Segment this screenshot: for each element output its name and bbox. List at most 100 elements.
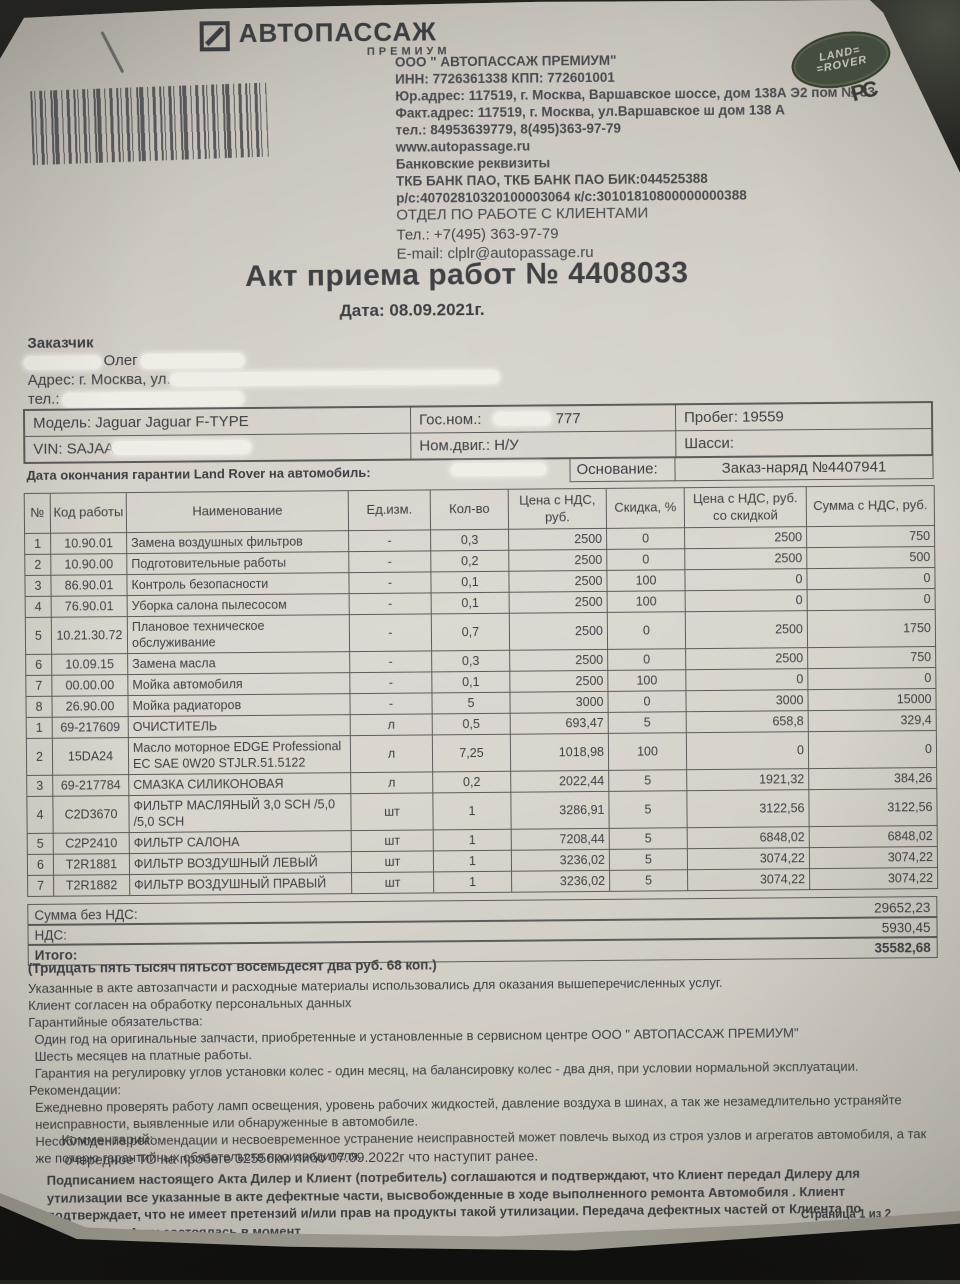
table-cell: 0,2 bbox=[430, 550, 509, 573]
table-cell: 0,5 bbox=[432, 713, 511, 736]
table-cell: шт bbox=[350, 793, 434, 831]
table-cell: 26.90.00 bbox=[51, 695, 129, 718]
table-cell: 693,47 bbox=[510, 712, 609, 735]
table-cell: 0 bbox=[806, 567, 936, 590]
table-cell: - bbox=[349, 672, 432, 694]
table-cell: 2 bbox=[26, 738, 53, 776]
redaction bbox=[23, 355, 102, 370]
table-cell: 3000 bbox=[509, 691, 609, 714]
warranty-line: Дата окончания гарантии Land Rover на ав… bbox=[26, 464, 371, 483]
table-cell: 1 bbox=[433, 850, 512, 873]
redaction bbox=[61, 391, 244, 408]
table-cell: 6 bbox=[25, 654, 52, 676]
pen-mark bbox=[100, 31, 125, 74]
redaction bbox=[111, 439, 252, 456]
table-cell: 00.00.00 bbox=[51, 674, 128, 697]
table-cell: 2500 bbox=[508, 570, 608, 593]
table-cell: 0 bbox=[606, 548, 685, 571]
table-cell: 2500 bbox=[684, 547, 807, 570]
table-cell: 100 bbox=[606, 569, 686, 592]
table-cell: - bbox=[348, 530, 431, 552]
table-cell: шт bbox=[351, 872, 434, 894]
table-cell: 3122,56 bbox=[808, 788, 938, 827]
table-cell: 2500 bbox=[685, 647, 808, 670]
table-cell: 0 bbox=[607, 648, 686, 671]
table-cell: 5 bbox=[609, 869, 688, 892]
table-cell: 500 bbox=[806, 546, 935, 569]
vehicle-chassis: Шасси: bbox=[675, 429, 932, 457]
table-cell: 0 bbox=[606, 527, 685, 550]
table-cell: 4 bbox=[26, 796, 54, 834]
table-cell: - bbox=[349, 614, 432, 652]
table-cell: 2022,44 bbox=[510, 770, 609, 793]
table-cell: 7208,44 bbox=[511, 828, 610, 851]
table-cell: 6 bbox=[27, 854, 54, 876]
table-cell: 0 bbox=[807, 667, 936, 690]
table-cell: 750 bbox=[807, 646, 936, 669]
column-header: Сумма с НДС, руб. bbox=[806, 485, 935, 527]
table-cell: Замена масла bbox=[127, 651, 350, 675]
plate-value: 777 bbox=[555, 410, 581, 428]
column-header: Цена с НДС, руб. bbox=[508, 488, 607, 530]
table-cell: 329,4 bbox=[808, 709, 937, 732]
table-cell: 3286,91 bbox=[510, 791, 610, 830]
title-block: Акт приема работ № 4408033 Дата: 08.09.2… bbox=[27, 254, 908, 324]
vat-value: 5930,45 bbox=[881, 919, 931, 936]
brand-square-icon bbox=[199, 21, 230, 52]
table-cell: СМАЗКА СИЛИКОНОВАЯ bbox=[128, 772, 351, 796]
table-cell: 3074,22 bbox=[809, 846, 938, 869]
table-cell: 15DA24 bbox=[52, 737, 129, 776]
vin-value: VIN: SAJAA bbox=[33, 440, 115, 458]
table-cell: л bbox=[350, 772, 433, 794]
table-cell: 8 bbox=[25, 696, 53, 718]
table-cell: 0,1 bbox=[430, 571, 510, 594]
table-cell: 100 bbox=[608, 732, 687, 771]
table-cell: 0,1 bbox=[431, 671, 510, 694]
table-cell: T2R1882 bbox=[53, 874, 130, 897]
table-cell: 10.21.30.72 bbox=[51, 616, 128, 655]
table-cell: 1 bbox=[24, 533, 51, 555]
table-cell: Масло моторное EDGE Professional EC SAE … bbox=[128, 735, 351, 775]
table-cell: 3074,22 bbox=[687, 847, 810, 870]
vehicle-vin: VIN: SAJAA bbox=[25, 434, 410, 462]
table-cell: 0,1 bbox=[431, 592, 510, 615]
document-title: Акт приема работ № 4408033 bbox=[244, 256, 689, 294]
table-cell: 2 bbox=[24, 554, 51, 576]
table-cell: 3236,02 bbox=[511, 870, 610, 893]
table-cell: 3236,02 bbox=[511, 849, 610, 872]
table-cell: 2500 bbox=[685, 610, 808, 649]
table-cell: 2500 bbox=[509, 649, 608, 672]
client-department: ОТДЕЛ ПО РАБОТЕ С КЛИЕНТАМИ Тел.: +7(495… bbox=[396, 204, 648, 265]
table-cell: - bbox=[348, 551, 431, 573]
table-cell: 76.90.01 bbox=[51, 595, 128, 618]
column-header: Цена с НДС, руб. со скидкой bbox=[684, 486, 807, 528]
vat-label: НДС: bbox=[34, 927, 68, 943]
basis-label: Основание: bbox=[569, 456, 676, 483]
table-cell: 3122,56 bbox=[686, 789, 810, 828]
table-cell: л bbox=[350, 714, 433, 736]
table-cell: - bbox=[348, 572, 432, 594]
table-cell: шт bbox=[351, 830, 434, 852]
table-cell: 5 bbox=[608, 790, 688, 829]
table-cell: ФИЛЬТР МАСЛЯНЫЙ 3,0 SCH /5,0 /5,0 SCH bbox=[128, 793, 352, 833]
vehicle-engine: Ном.двиг.: Н/У bbox=[410, 431, 676, 459]
brand-logo: АВТОПАССАЖ bbox=[199, 16, 437, 52]
table-cell: ОЧИСТИТЕЛЬ bbox=[128, 714, 351, 738]
table-cell: 0 bbox=[686, 731, 809, 770]
table-cell: 0,3 bbox=[430, 529, 509, 552]
table-cell: - bbox=[349, 593, 432, 615]
table-cell: 0 bbox=[685, 668, 808, 691]
customer-name: Олег bbox=[103, 351, 138, 370]
table-cell: 1 bbox=[26, 717, 53, 739]
table-cell: 5 bbox=[25, 617, 52, 655]
table-cell: 10.09.15 bbox=[51, 653, 128, 676]
table-cell: 100 bbox=[607, 669, 686, 692]
table-cell: 7,25 bbox=[432, 734, 511, 773]
column-header: Кол-во bbox=[430, 489, 509, 531]
table-cell: 0 bbox=[685, 589, 808, 612]
dept-phone: Тел.: +7(495) 363-97-79 bbox=[396, 224, 559, 244]
comment-text: очередное ТО на пробеге 32556км либо 07.… bbox=[64, 1147, 539, 1168]
vehicle-mileage: Пробег: 19559 bbox=[674, 403, 932, 431]
